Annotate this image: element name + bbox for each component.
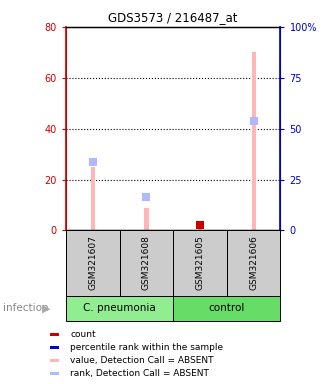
Text: value, Detection Call = ABSENT: value, Detection Call = ABSENT	[70, 356, 214, 365]
Text: rank, Detection Call = ABSENT: rank, Detection Call = ABSENT	[70, 369, 209, 378]
Point	[251, 118, 256, 124]
Bar	[198, 225, 202, 230]
Bar	[50, 359, 59, 362]
Bar	[119, 230, 173, 296]
Bar	[50, 333, 59, 336]
Bar	[251, 52, 256, 230]
Text: GSM321606: GSM321606	[249, 236, 258, 290]
Bar	[173, 296, 280, 321]
Text: C. pneumonia: C. pneumonia	[83, 303, 156, 313]
Text: infection: infection	[3, 303, 49, 313]
Text: ▶: ▶	[42, 303, 50, 313]
Bar	[50, 346, 59, 349]
Point	[144, 194, 149, 200]
Point	[90, 159, 95, 165]
Text: GSM321607: GSM321607	[88, 236, 97, 290]
Bar	[173, 230, 227, 296]
Text: count: count	[70, 330, 96, 339]
Bar	[50, 372, 59, 375]
Text: percentile rank within the sample: percentile rank within the sample	[70, 343, 223, 352]
Bar	[227, 230, 280, 296]
Bar	[91, 167, 95, 230]
Text: control: control	[209, 303, 245, 313]
Bar	[66, 230, 119, 296]
Point	[197, 222, 203, 228]
Title: GDS3573 / 216487_at: GDS3573 / 216487_at	[109, 11, 238, 24]
Point	[197, 222, 203, 228]
Bar	[66, 296, 173, 321]
Text: GSM321608: GSM321608	[142, 236, 151, 290]
Bar	[144, 207, 148, 230]
Text: GSM321605: GSM321605	[196, 236, 205, 290]
